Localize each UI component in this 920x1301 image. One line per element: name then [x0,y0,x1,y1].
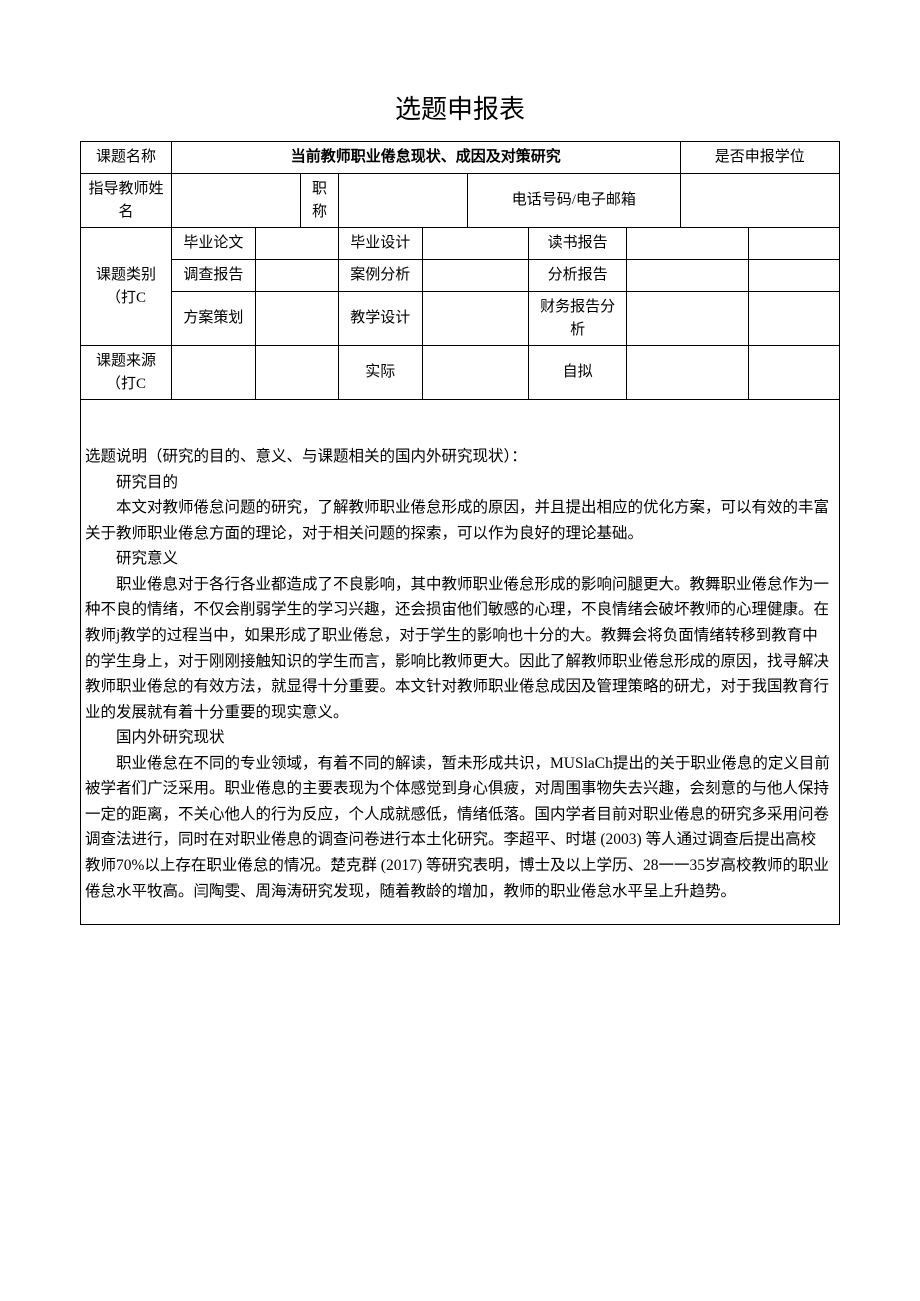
label-cat-teaching: 教学设计 [339,292,422,346]
label-apply-degree: 是否申报学位 [680,142,839,174]
value-title-rank [339,174,468,228]
blank-r3 [748,228,839,260]
check-cat-reading [627,228,748,260]
label-src-self: 自拟 [528,346,627,400]
check-cat-thesis [255,228,338,260]
label-cat-thesis: 毕业论文 [172,228,255,260]
label-cat-case: 案例分析 [339,260,422,292]
blank-r5 [748,292,839,346]
label-advisor: 指导教师姓名 [81,174,172,228]
paragraph-status: 职业倦怠在不同的专业领域，有着不同的解读，暂未形成共识，MUSlaCh提出的关于… [85,751,831,904]
label-source: 课题来源（打C [81,346,172,400]
blank-src-1 [172,346,255,400]
value-topic-name: 当前教师职业倦怠现状、成因及对策研究 [172,142,680,174]
check-cat-case [422,260,528,292]
value-advisor [172,174,301,228]
heading-purpose: 研究目的 [85,470,831,496]
paragraph-significance: 职业倦息对于各行各业都造成了不良影响，其中教师职业倦怠形成的影响问腿更大。教舞职… [85,572,831,725]
intro-line: 选题说明（研究的目的、意义、与课题相关的国内外研究现状）： [85,444,831,470]
heading-status: 国内外研究现状 [85,725,831,751]
check-cat-finance [627,292,748,346]
check-cat-analysis [627,260,748,292]
value-contact [680,174,839,228]
paragraph-purpose: 本文对教师倦怠问题的研究，了解教师职业倦怠形成的原因，并且提出相应的优化方案，可… [85,495,831,546]
check-cat-survey [255,260,338,292]
label-cat-reading: 读书报告 [528,228,627,260]
check-src-practical [422,346,528,400]
label-title-rank: 职称 [301,174,339,228]
label-src-practical: 实际 [339,346,422,400]
blank-r6 [748,346,839,400]
label-cat-survey: 调查报告 [172,260,255,292]
page-title: 选题申报表 [80,90,840,129]
blank-src-2 [255,346,338,400]
blank-r4 [748,260,839,292]
heading-significance: 研究意义 [85,546,831,572]
check-cat-plan [255,292,338,346]
label-category: 课题类别（打C [81,228,172,346]
check-cat-teaching [422,292,528,346]
check-src-self [627,346,748,400]
label-cat-design: 毕业设计 [339,228,422,260]
check-cat-design [422,228,528,260]
label-topic-name: 课题名称 [81,142,172,174]
label-cat-finance: 财务报告分析 [528,292,627,346]
header-table: 课题名称 当前教师职业倦怠现状、成因及对策研究 是否申报学位 指导教师姓名 职称… [80,141,840,400]
description-box: 选题说明（研究的目的、意义、与课题相关的国内外研究现状）： 研究目的 本文对教师… [80,400,840,925]
label-contact: 电话号码/电子邮箱 [468,174,681,228]
label-cat-analysis: 分析报告 [528,260,627,292]
label-cat-plan: 方案策划 [172,292,255,346]
